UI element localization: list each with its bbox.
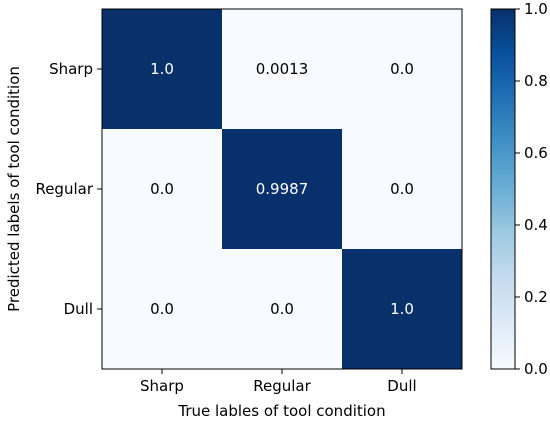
y-axis-ticks: Sharp Regular Dull: [35, 60, 102, 318]
colorbar-tick-label: 1.0: [524, 0, 548, 18]
x-axis-label: True lables of tool condition: [177, 402, 385, 420]
y-tick-label: Dull: [64, 300, 93, 318]
cell-value-label: 0.0: [390, 60, 414, 78]
y-axis-label: Predicted labels of tool condition: [5, 66, 23, 312]
heatmap-cell-regular-regular: [222, 129, 342, 249]
colorbar-tick-label: 0.8: [524, 72, 548, 90]
heatmap-cell-regular-dull: [342, 129, 462, 249]
y-tick-label: Regular: [35, 180, 93, 198]
colorbar-tick-label: 0.0: [524, 360, 548, 378]
heatmap-cell-regular-sharp: [102, 129, 222, 249]
cell-value-label: 0.0: [150, 300, 174, 318]
cell-value-label: 0.0: [390, 180, 414, 198]
cell-value-label: 1.0: [150, 60, 174, 78]
y-tick-label: Sharp: [49, 60, 93, 78]
heatmap-cell-labels: 1.0 0.0013 0.0 0.0 0.9987 0.0 0.0 0.0 1.0: [150, 60, 414, 318]
cell-value-label: 0.0: [150, 180, 174, 198]
cell-value-label: 0.0013: [256, 60, 309, 78]
colorbar-tick-label: 0.6: [524, 144, 548, 162]
colorbar: [491, 9, 515, 369]
x-axis-ticks: Sharp Regular Dull: [140, 369, 417, 395]
heatmap-cells: [102, 9, 462, 369]
cell-value-label: 0.0: [270, 300, 294, 318]
cell-value-label: 0.9987: [256, 180, 309, 198]
heatmap-cell-dull-sharp: [102, 249, 222, 369]
colorbar-tick-label: 0.2: [524, 288, 548, 306]
heatmap-cell-dull-regular: [222, 249, 342, 369]
x-tick-label: Sharp: [140, 377, 184, 395]
x-tick-label: Regular: [253, 377, 311, 395]
heatmap-cell-sharp-sharp: [102, 9, 222, 129]
colorbar-frame: [490, 8, 516, 370]
heatmap-cell-sharp-regular: [222, 9, 342, 129]
heatmap-cell-dull-dull: [342, 249, 462, 369]
colorbar-ticks: 0.0 0.2 0.4 0.6 0.8 1.0: [515, 0, 548, 378]
x-tick-label: Dull: [387, 377, 416, 395]
cell-value-label: 1.0: [390, 300, 414, 318]
heatmap-cell-sharp-dull: [342, 9, 462, 129]
colorbar-tick-label: 0.4: [524, 216, 548, 234]
